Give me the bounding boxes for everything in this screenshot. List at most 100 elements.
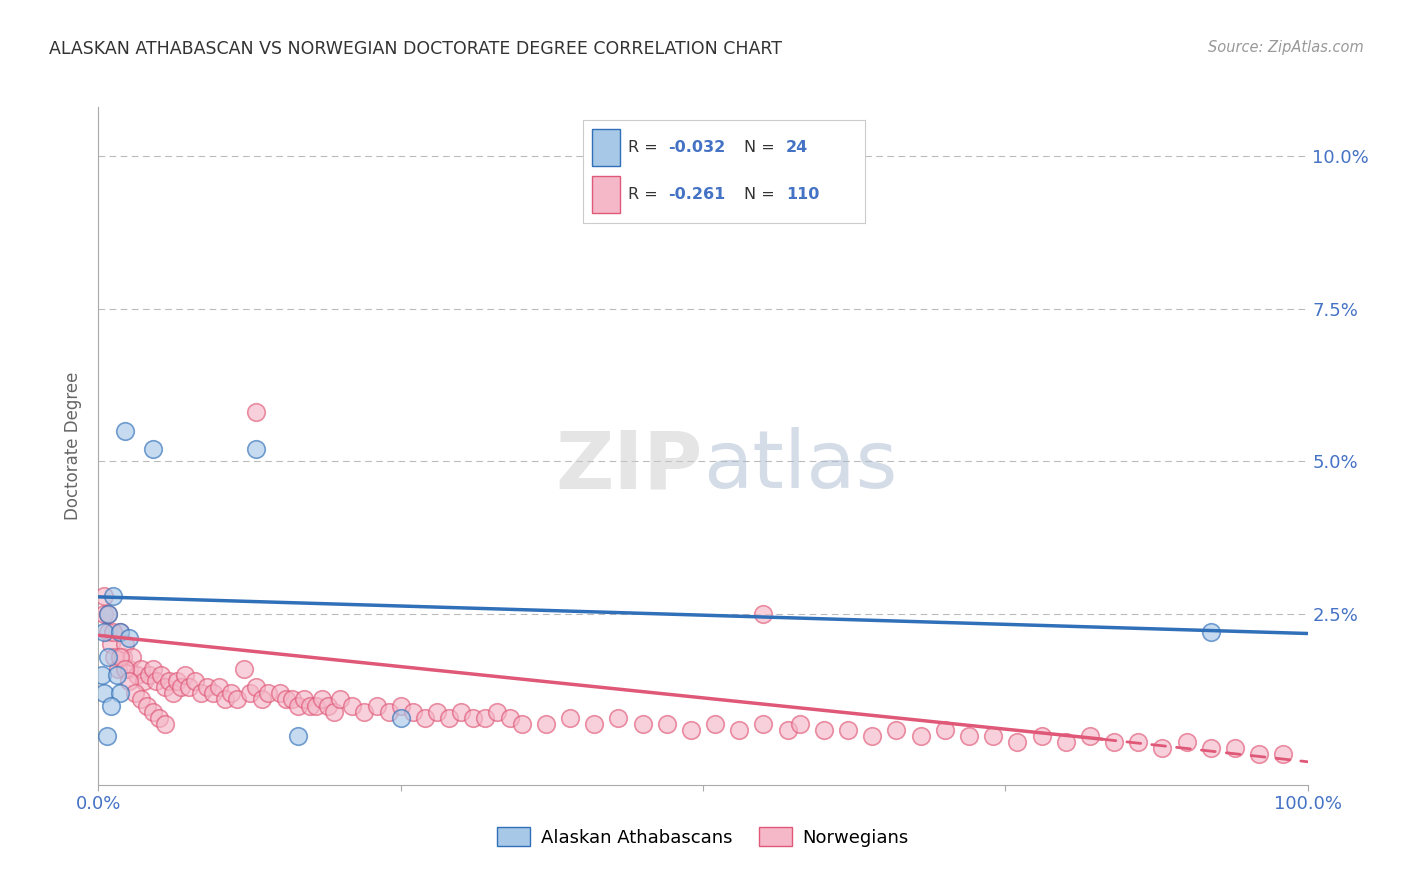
Text: N =: N = — [744, 139, 780, 154]
Point — [174, 668, 197, 682]
Point — [108, 625, 131, 640]
Point — [96, 729, 118, 743]
Point — [510, 717, 533, 731]
Point — [214, 692, 236, 706]
Point — [269, 686, 291, 700]
Text: -0.032: -0.032 — [668, 139, 725, 154]
Text: atlas: atlas — [703, 427, 897, 506]
Text: N =: N = — [744, 186, 780, 202]
Text: ALASKAN ATHABASCAN VS NORWEGIAN DOCTORATE DEGREE CORRELATION CHART: ALASKAN ATHABASCAN VS NORWEGIAN DOCTORAT… — [49, 40, 782, 58]
Point — [299, 698, 322, 713]
Point — [305, 698, 328, 713]
Point — [256, 686, 278, 700]
Point — [1199, 625, 1222, 640]
Point — [100, 698, 122, 713]
Text: Source: ZipAtlas.com: Source: ZipAtlas.com — [1208, 40, 1364, 55]
Point — [91, 668, 114, 682]
Text: 110: 110 — [786, 186, 820, 202]
Point — [776, 723, 799, 737]
Point — [127, 668, 149, 682]
Point — [981, 729, 1004, 743]
Point — [118, 674, 141, 689]
Point — [486, 705, 509, 719]
Point — [655, 717, 678, 731]
Point — [250, 692, 273, 706]
Point — [142, 442, 165, 456]
Point — [389, 711, 412, 725]
Point — [860, 729, 883, 743]
Point — [114, 638, 136, 652]
Text: 24: 24 — [786, 139, 808, 154]
Point — [93, 686, 115, 700]
Point — [93, 589, 115, 603]
Legend: Alaskan Athabascans, Norwegians: Alaskan Athabascans, Norwegians — [491, 820, 915, 854]
Point — [323, 705, 346, 719]
Point — [679, 723, 702, 737]
Point — [287, 698, 309, 713]
Point — [474, 711, 496, 725]
Bar — [592, 176, 620, 212]
Point — [221, 686, 243, 700]
Point — [100, 638, 122, 652]
Text: ZIP: ZIP — [555, 427, 703, 506]
Point — [138, 668, 160, 682]
Point — [413, 711, 436, 725]
Point — [245, 405, 267, 419]
Point — [157, 674, 180, 689]
Point — [1128, 735, 1150, 749]
Point — [886, 723, 908, 737]
Point — [558, 711, 581, 725]
Point — [752, 717, 775, 731]
Point — [1249, 747, 1271, 762]
Point — [366, 698, 388, 713]
Point — [121, 649, 143, 664]
Point — [190, 686, 212, 700]
Point — [1175, 735, 1198, 749]
Point — [281, 692, 304, 706]
Point — [498, 711, 520, 725]
Point — [704, 717, 727, 731]
Point — [195, 680, 218, 694]
Point — [910, 729, 932, 743]
Point — [934, 723, 956, 737]
Point — [105, 668, 128, 682]
Point — [534, 717, 557, 731]
Point — [463, 711, 485, 725]
Point — [1152, 741, 1174, 756]
Point — [1223, 741, 1246, 756]
Point — [316, 698, 339, 713]
Point — [837, 723, 859, 737]
Point — [202, 686, 225, 700]
Point — [274, 692, 297, 706]
Point — [728, 723, 751, 737]
Point — [377, 705, 399, 719]
Point — [153, 680, 176, 694]
Point — [607, 711, 630, 725]
Point — [232, 662, 254, 676]
Point — [184, 674, 207, 689]
Point — [1031, 729, 1053, 743]
Point — [342, 698, 364, 713]
Point — [450, 705, 472, 719]
Point — [108, 686, 131, 700]
Point — [353, 705, 375, 719]
Point — [97, 607, 120, 621]
Point — [135, 698, 157, 713]
Point — [287, 729, 309, 743]
Point — [103, 649, 125, 664]
Point — [292, 692, 315, 706]
Point — [166, 674, 188, 689]
Point — [129, 692, 152, 706]
Point — [129, 662, 152, 676]
Point — [1078, 729, 1101, 743]
Point — [118, 632, 141, 646]
Point — [114, 662, 136, 676]
Point — [389, 698, 412, 713]
Point — [145, 674, 167, 689]
Point — [208, 680, 231, 694]
Point — [93, 625, 115, 640]
Point — [245, 680, 267, 694]
Point — [752, 607, 775, 621]
Point — [311, 692, 333, 706]
Y-axis label: Doctorate Degree: Doctorate Degree — [65, 372, 83, 520]
